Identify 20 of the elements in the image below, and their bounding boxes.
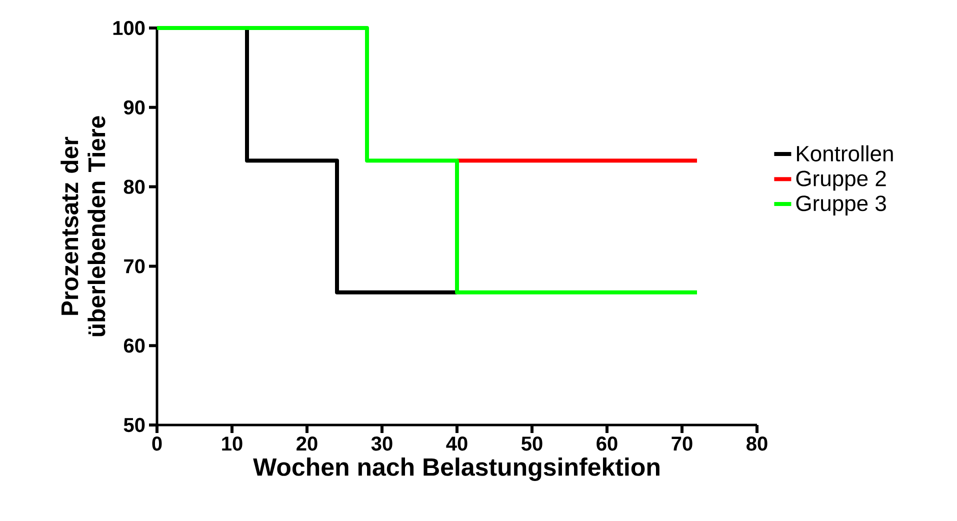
- y-axis-title: Prozentsatz der überlebenden Tiere: [60, 116, 106, 336]
- legend-label: Gruppe 2: [796, 170, 886, 191]
- y-tick-label: 100: [113, 20, 145, 36]
- x-tick-label: 10: [222, 436, 242, 451]
- x-tick-label: 30: [371, 436, 392, 451]
- x-tick-label: 0: [152, 436, 162, 451]
- x-tick-label: 50: [521, 436, 542, 451]
- y-tick-label: 50: [124, 418, 145, 432]
- legend-label: Kontrollen: [797, 145, 893, 162]
- legend-label: Gruppe 3: [796, 196, 886, 216]
- x-axis-title: Wochen nach Belastungsinfektion: [253, 458, 660, 481]
- x-tick-label: 80: [746, 436, 768, 451]
- y-tick-label: 90: [124, 100, 145, 114]
- y-tick-label: 60: [124, 338, 145, 353]
- x-tick-label: 40: [446, 436, 468, 451]
- x-tick-label: 70: [672, 436, 692, 451]
- x-tick-label: 60: [596, 436, 618, 451]
- x-tick-label: 20: [296, 436, 318, 451]
- y-tick-label: 80: [124, 180, 145, 194]
- y-tick-label: 70: [124, 259, 145, 274]
